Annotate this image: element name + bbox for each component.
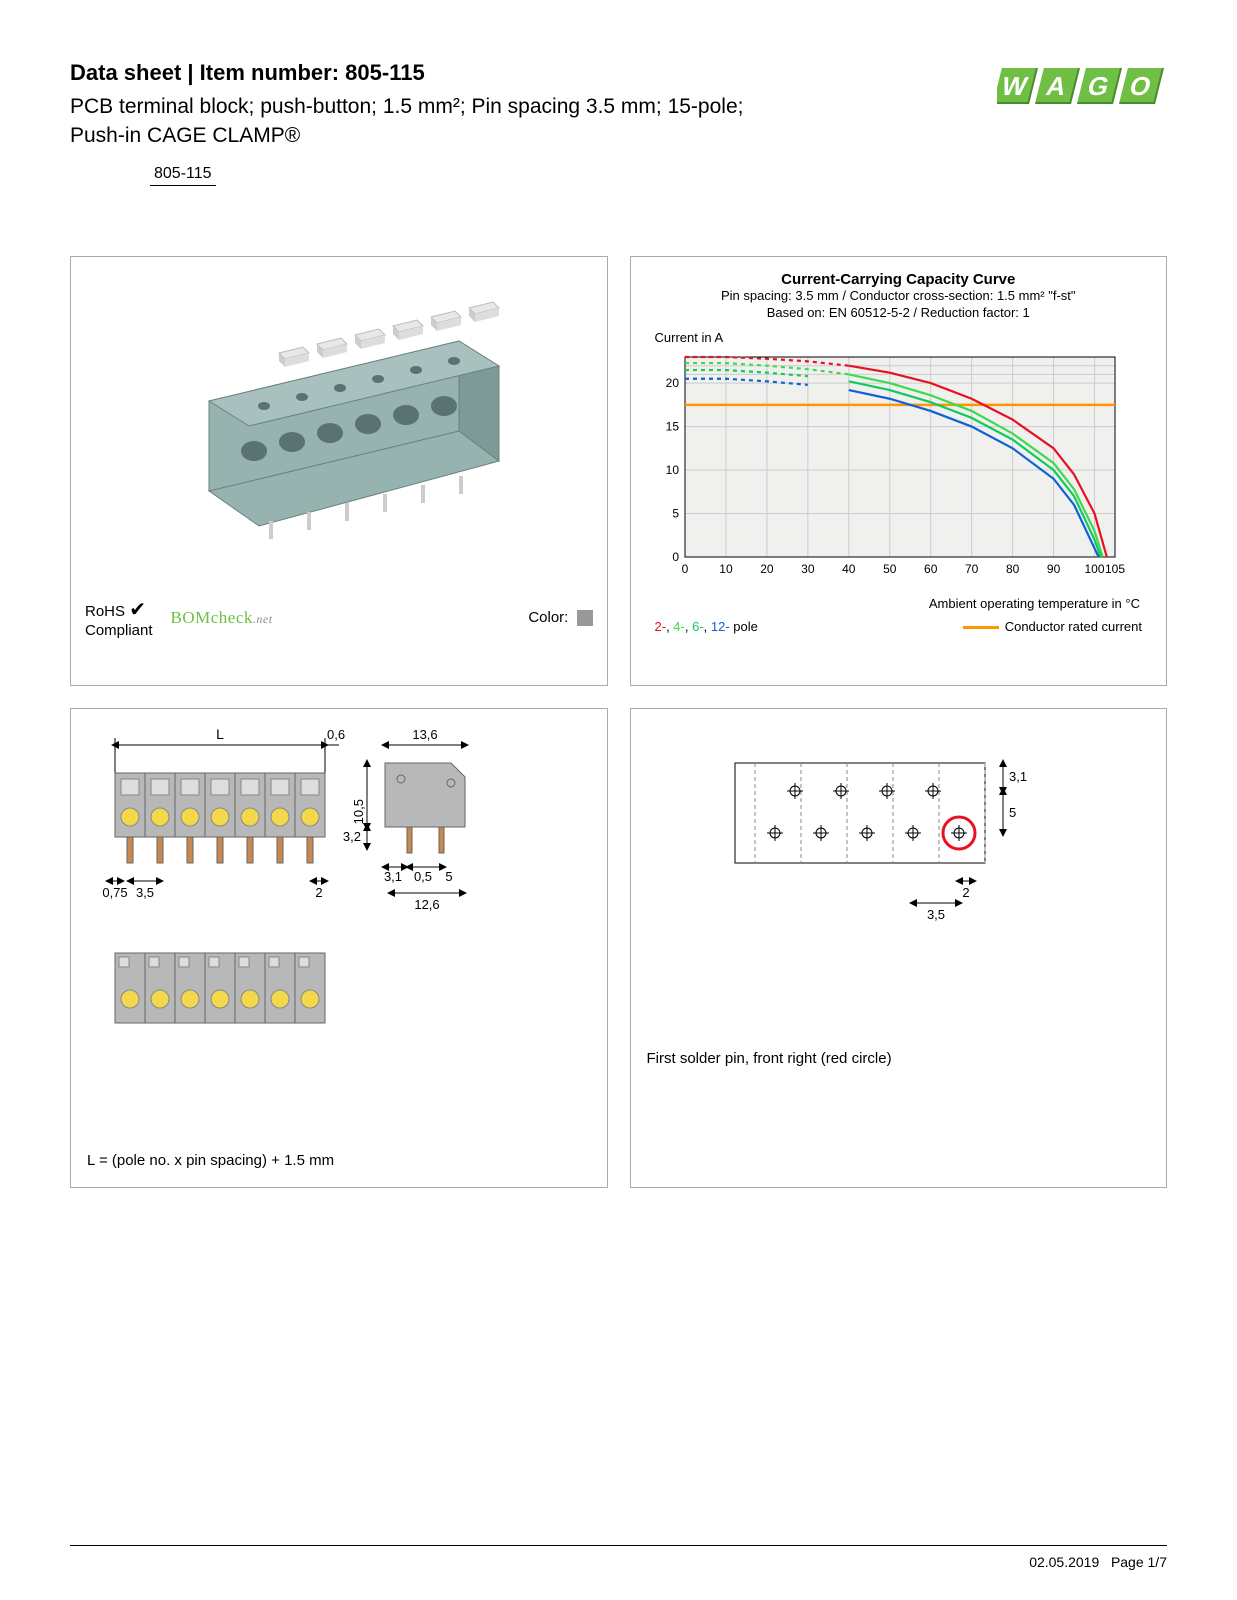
svg-text:3,2: 3,2	[343, 829, 361, 844]
footprint-drawing: 3,1 5 2 3,5	[645, 723, 1145, 983]
svg-text:20: 20	[760, 562, 774, 576]
svg-text:10: 10	[665, 463, 679, 477]
svg-text:13,6: 13,6	[412, 727, 437, 742]
bomcheck-suffix: .net	[253, 612, 273, 626]
svg-text:40: 40	[842, 562, 856, 576]
svg-text:0: 0	[681, 562, 688, 576]
svg-text:3,5: 3,5	[136, 885, 154, 900]
chart-xlabel: Ambient operating temperature in °C	[645, 596, 1153, 611]
rohs-label: RoHS	[85, 603, 125, 620]
footprint-caption: First solder pin, front right (red circl…	[647, 1050, 892, 1067]
bomcheck-logo: BOMcheck.net	[171, 608, 273, 628]
svg-text:5: 5	[445, 869, 452, 884]
item-number: 805-115	[345, 60, 425, 85]
legend-rated-text: Conductor rated current	[1005, 619, 1142, 634]
svg-text:80: 80	[1005, 562, 1019, 576]
legend-line-icon	[963, 626, 999, 629]
chart-ylabel: Current in A	[655, 330, 1153, 345]
footprint-panel: 3,1 5 2 3,5 First solder pin, front right (…	[630, 708, 1168, 1188]
svg-text:100: 100	[1084, 562, 1104, 576]
svg-text:5: 5	[672, 506, 679, 520]
wago-logo: W A G O	[997, 60, 1167, 110]
chart-sub1: Pin spacing: 3.5 mm / Conductor cross-se…	[645, 288, 1153, 305]
chart-sub2: Based on: EN 60512-5-2 / Reduction facto…	[645, 305, 1153, 322]
color-block: Color:	[528, 609, 592, 626]
color-swatch	[577, 610, 593, 626]
svg-text:10,5: 10,5	[351, 799, 366, 824]
svg-text:10: 10	[719, 562, 733, 576]
footer-page: Page 1/7	[1111, 1554, 1167, 1570]
svg-text:60: 60	[924, 562, 938, 576]
doc-type: Data sheet	[70, 60, 181, 85]
svg-text:12,6: 12,6	[414, 897, 439, 912]
chart-title: Current-Carrying Capacity Curve	[645, 271, 1153, 288]
separator: |	[181, 60, 199, 85]
svg-text:30: 30	[801, 562, 815, 576]
compliant-label: Compliant	[85, 622, 153, 639]
svg-text:15: 15	[665, 419, 679, 433]
product-render	[149, 281, 529, 581]
svg-text:L: L	[216, 726, 224, 742]
description-1: PCB terminal block; push-button; 1.5 mm²…	[70, 92, 997, 121]
dimensions-caption: L = (pole no. x pin spacing) + 1.5 mm	[87, 1152, 334, 1169]
svg-text:3,1: 3,1	[384, 869, 402, 884]
svg-text:3,1: 3,1	[1009, 769, 1027, 784]
bomcheck-text: BOMcheck	[171, 608, 253, 627]
svg-text:50: 50	[883, 562, 897, 576]
product-panel: RoHS ✔ Compliant BOMcheck.net Color:	[70, 256, 608, 686]
check-icon: ✔	[129, 599, 146, 621]
color-label: Color:	[528, 609, 568, 626]
svg-text:2: 2	[962, 885, 969, 900]
chart-panel: Current-Carrying Capacity Curve Pin spac…	[630, 256, 1168, 686]
dimensions-panel: L 0,6 0,75 3,5 2 13,6 10,5 3,2 3,1 0,5 5 12,6 L = (…	[70, 708, 608, 1188]
dimensions-drawing: L 0,6 0,75 3,5 2 13,6 10,5 3,2 3,1 0,5 5 12,6	[85, 723, 585, 1103]
footer: 02.05.2019 Page 1/7	[70, 1545, 1167, 1570]
item-label: Item number:	[200, 60, 339, 85]
svg-text:3,5: 3,5	[926, 907, 944, 922]
svg-text:70: 70	[964, 562, 978, 576]
svg-text:0,75: 0,75	[102, 885, 127, 900]
svg-text:5: 5	[1009, 805, 1016, 820]
footer-date: 02.05.2019	[1029, 1554, 1099, 1570]
item-underline: 805-115	[150, 165, 216, 186]
svg-text:0: 0	[672, 550, 679, 564]
svg-text:105: 105	[1104, 562, 1124, 576]
chart-plot: 0 10 20 30 40 50 60 70 80 90 100105 0 5 10 15 20	[645, 347, 1125, 587]
legend-poles: 2-, 4-, 6-, 12- pole	[655, 619, 758, 634]
rohs-block: RoHS ✔ Compliant	[85, 597, 153, 639]
svg-text:0,6: 0,6	[327, 727, 345, 742]
legend-rated: Conductor rated current	[963, 619, 1142, 634]
description-2: Push-in CAGE CLAMP®	[70, 121, 997, 150]
svg-text:20: 20	[665, 376, 679, 390]
header-block: Data sheet | Item number: 805-115 PCB te…	[70, 60, 997, 186]
svg-text:2: 2	[315, 885, 322, 900]
title-line: Data sheet | Item number: 805-115	[70, 60, 997, 86]
svg-text:0,5: 0,5	[414, 869, 432, 884]
svg-text:90: 90	[1046, 562, 1060, 576]
